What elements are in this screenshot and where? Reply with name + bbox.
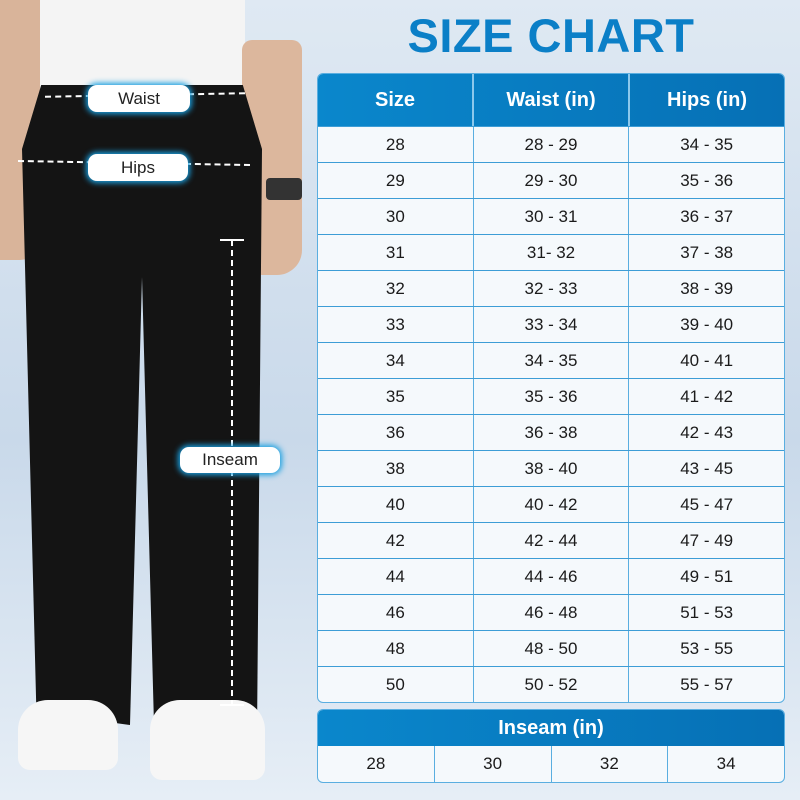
inseam-value: 32: [552, 746, 669, 782]
cell-waist: 38 - 40: [474, 451, 630, 486]
cell-waist: 50 - 52: [474, 667, 630, 702]
cell-size: 32: [318, 271, 474, 306]
table-row: 42 42 - 44 47 - 49: [318, 522, 784, 558]
cell-hips: 43 - 45: [680, 458, 734, 478]
table-row: 31 31- 32 37 - 38: [318, 234, 784, 270]
inseam-label: Inseam: [180, 447, 280, 473]
product-photo: Waist Hips Inseam: [0, 0, 310, 800]
cell-hips: 35 - 36: [680, 170, 734, 190]
cell-size: 35: [318, 379, 474, 414]
table-row: 44 44 - 46 49 - 51: [318, 558, 784, 594]
pants: [22, 85, 262, 725]
cell-size: 44: [318, 559, 474, 594]
cell-waist: 48 - 50: [474, 631, 630, 666]
table-row: 29 29 - 30 35 - 36: [318, 162, 784, 198]
table-row: 33 33 - 34 39 - 40: [318, 306, 784, 342]
cell-size: 29: [318, 163, 474, 198]
cell-hips: 53 - 55: [680, 638, 734, 658]
cell-hips: 37 - 38: [680, 242, 734, 262]
inseam-top-tick: [220, 239, 244, 241]
header-waist: Waist (in): [474, 74, 630, 126]
table-row: 34 34 - 35 40 - 41: [318, 342, 784, 378]
cell-size: 42: [318, 523, 474, 558]
cell-hips: 41 - 42: [680, 386, 734, 406]
header-hips: Hips (in): [667, 88, 747, 111]
inseam-value: 34: [716, 754, 736, 773]
cell-waist: 36 - 38: [474, 415, 630, 450]
cell-waist: 29 - 30: [474, 163, 630, 198]
header-size: Size: [318, 74, 474, 126]
cell-size: 36: [318, 415, 474, 450]
cell-hips: 45 - 47: [680, 494, 734, 514]
table-row: 50 50 - 52 55 - 57: [318, 666, 784, 702]
cell-size: 34: [318, 343, 474, 378]
inseam-value: 28: [318, 746, 435, 782]
cell-waist: 42 - 44: [474, 523, 630, 558]
inseam-header: Inseam (in): [318, 710, 784, 746]
cell-size: 40: [318, 487, 474, 522]
cell-size: 30: [318, 199, 474, 234]
table-row: 46 46 - 48 51 - 53: [318, 594, 784, 630]
table-row: 30 30 - 31 36 - 37: [318, 198, 784, 234]
cell-size: 48: [318, 631, 474, 666]
cell-hips: 47 - 49: [680, 530, 734, 550]
hips-label: Hips: [88, 154, 188, 181]
cell-waist: 33 - 34: [474, 307, 630, 342]
table-row: 32 32 - 33 38 - 39: [318, 270, 784, 306]
table-row: 35 35 - 36 41 - 42: [318, 378, 784, 414]
right-shoe: [150, 700, 265, 780]
cell-size: 50: [318, 667, 474, 702]
cell-size: 31: [318, 235, 474, 270]
left-shoe: [18, 700, 118, 770]
inseam-line: [231, 240, 233, 706]
cell-hips: 40 - 41: [680, 350, 734, 370]
inseam-bottom-tick: [220, 704, 244, 706]
cell-hips: 49 - 51: [680, 566, 734, 586]
cell-hips: 39 - 40: [680, 314, 734, 334]
cell-waist: 44 - 46: [474, 559, 630, 594]
cell-hips: 38 - 39: [680, 278, 734, 298]
cell-size: 33: [318, 307, 474, 342]
size-table: Size Waist (in) Hips (in) 28 28 - 29 34 - …: [317, 73, 785, 703]
cell-hips: 34 - 35: [680, 134, 734, 154]
table-row: 48 48 - 50 53 - 55: [318, 630, 784, 666]
cell-hips: 42 - 43: [680, 422, 734, 442]
cell-waist: 34 - 35: [474, 343, 630, 378]
cell-waist: 46 - 48: [474, 595, 630, 630]
table-row: 28 28 - 29 34 - 35: [318, 126, 784, 162]
shirt: [30, 0, 245, 92]
cell-hips: 55 - 57: [680, 674, 734, 694]
cell-size: 46: [318, 595, 474, 630]
cell-hips: 51 - 53: [680, 602, 734, 622]
cell-size: 28: [318, 127, 474, 162]
cell-waist: 28 - 29: [474, 127, 630, 162]
table-row: 40 40 - 42 45 - 47: [318, 486, 784, 522]
cell-waist: 32 - 33: [474, 271, 630, 306]
cell-waist: 30 - 31: [474, 199, 630, 234]
cell-waist: 31- 32: [474, 235, 630, 270]
table-row: 38 38 - 40 43 - 45: [318, 450, 784, 486]
cell-waist: 35 - 36: [474, 379, 630, 414]
waist-label: Waist: [88, 85, 190, 112]
cell-hips: 36 - 37: [680, 206, 734, 226]
table-header: Size Waist (in) Hips (in): [318, 74, 784, 126]
page-title: SIZE CHART: [407, 9, 695, 62]
watch: [266, 178, 302, 200]
inseam-value: 30: [435, 746, 552, 782]
cell-waist: 40 - 42: [474, 487, 630, 522]
cell-size: 38: [318, 451, 474, 486]
table-row: 36 36 - 38 42 - 43: [318, 414, 784, 450]
inseam-table: Inseam (in) 28 30 32 34: [317, 709, 785, 783]
